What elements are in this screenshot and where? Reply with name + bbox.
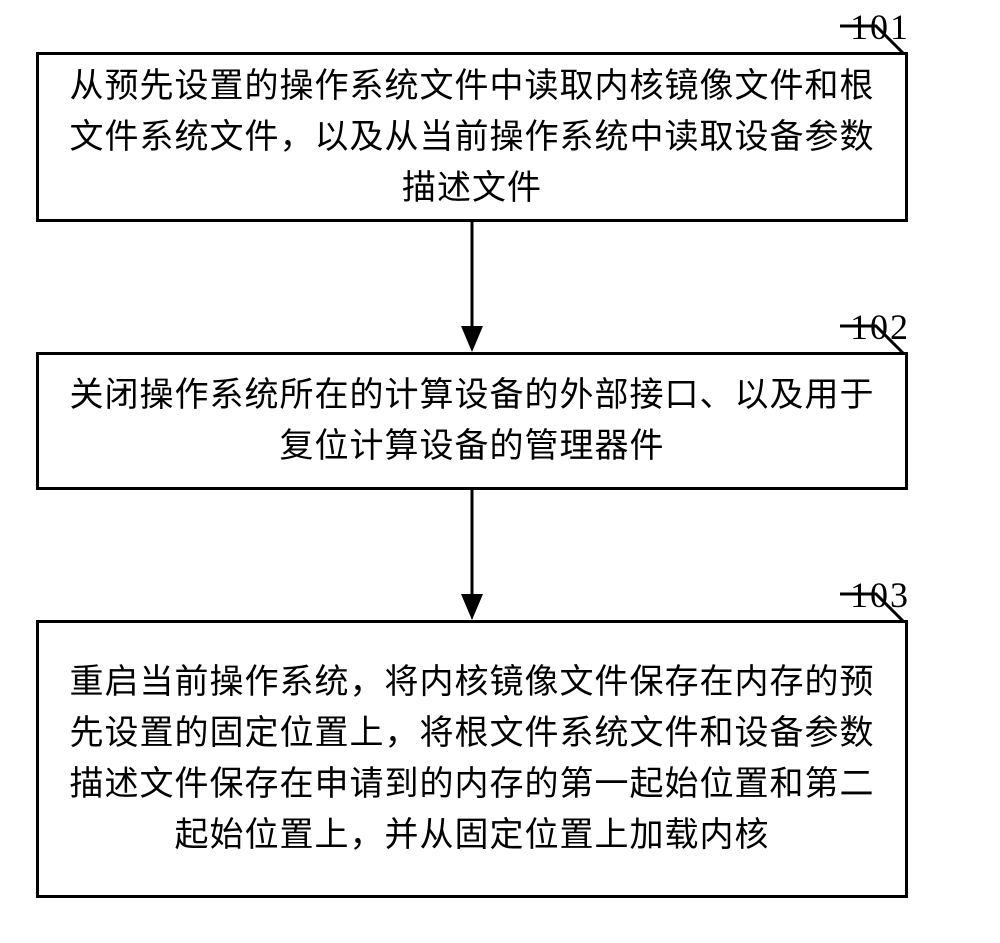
step-label-101: 101 [850,6,910,48]
flowchart-canvas: 从预先设置的操作系统文件中读取内核镜像文件和根文件系统文件，以及从当前操作系统中… [0,0,1000,943]
step-label-103: 103 [850,574,910,616]
step-box-101: 从预先设置的操作系统文件中读取内核镜像文件和根文件系统文件，以及从当前操作系统中… [36,52,908,222]
step-text-102: 关闭操作系统所在的计算设备的外部接口、以及用于复位计算设备的管理器件 [59,370,885,472]
step-box-102: 关闭操作系统所在的计算设备的外部接口、以及用于复位计算设备的管理器件 [36,352,908,490]
step-box-103: 重启当前操作系统，将内核镜像文件保存在内存的预先设置的固定位置上，将根文件系统文… [36,620,908,898]
step-text-103: 重启当前操作系统，将内核镜像文件保存在内存的预先设置的固定位置上，将根文件系统文… [59,657,885,861]
step-label-102: 102 [850,306,910,348]
step-text-101: 从预先设置的操作系统文件中读取内核镜像文件和根文件系统文件，以及从当前操作系统中… [59,61,885,214]
